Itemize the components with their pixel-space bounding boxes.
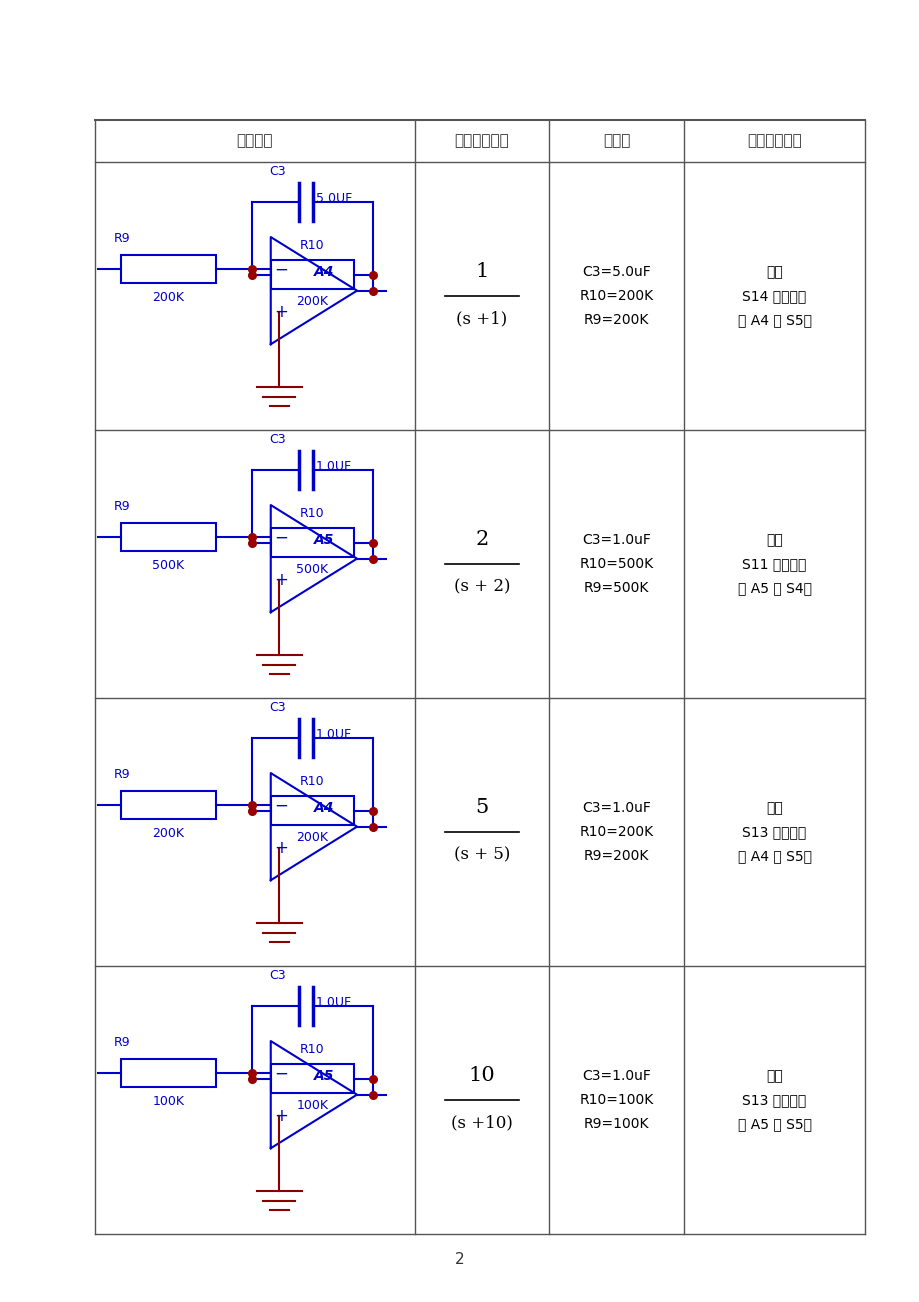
- Text: 1.0UF: 1.0UF: [316, 728, 352, 741]
- Text: 1.0UF: 1.0UF: [316, 996, 352, 1009]
- Text: S13 拨至开的: S13 拨至开的: [742, 1092, 806, 1107]
- Text: −: −: [274, 797, 288, 814]
- Text: 200K: 200K: [296, 831, 328, 844]
- Text: R10: R10: [300, 506, 324, 519]
- Text: 位置: 位置: [766, 1069, 782, 1083]
- Text: +: +: [274, 1107, 288, 1125]
- Text: 10: 10: [468, 1066, 494, 1086]
- Text: C3=1.0uF: C3=1.0uF: [582, 801, 651, 815]
- Text: −: −: [274, 1064, 288, 1082]
- Text: S14 拨至开的: S14 拨至开的: [742, 289, 806, 303]
- Text: C3=1.0uF: C3=1.0uF: [582, 533, 651, 547]
- Bar: [270, 260, 354, 289]
- Bar: [120, 255, 216, 283]
- Text: R10=200K: R10=200K: [579, 825, 653, 838]
- Text: 1.0UF: 1.0UF: [316, 460, 352, 473]
- Text: 500K: 500K: [296, 562, 328, 575]
- Text: R10: R10: [300, 1043, 324, 1056]
- Text: C3: C3: [269, 434, 286, 447]
- Text: 将 A5 的 S5、: 将 A5 的 S5、: [737, 1117, 811, 1131]
- Text: R9=100K: R9=100K: [584, 1117, 649, 1131]
- Text: 200K: 200K: [153, 292, 185, 305]
- Text: 1: 1: [475, 262, 488, 281]
- Text: +: +: [274, 303, 288, 322]
- Text: 200K: 200K: [153, 827, 185, 840]
- Text: A4: A4: [313, 801, 335, 815]
- Text: 100K: 100K: [296, 1099, 328, 1112]
- Text: 5.0UF: 5.0UF: [316, 191, 352, 204]
- Text: C3: C3: [269, 700, 286, 713]
- Text: A5: A5: [313, 533, 335, 547]
- Text: R9=200K: R9=200K: [584, 312, 649, 327]
- Text: 将 A4 的 S5、: 将 A4 的 S5、: [737, 312, 811, 327]
- Bar: [270, 527, 354, 557]
- Text: R10: R10: [300, 775, 324, 788]
- Text: (s +1): (s +1): [456, 311, 507, 328]
- Text: −: −: [274, 529, 288, 547]
- Text: R10=500K: R10=500K: [579, 557, 653, 572]
- Text: C3=1.0uF: C3=1.0uF: [582, 1069, 651, 1083]
- Text: R9: R9: [114, 232, 130, 245]
- Bar: [120, 523, 216, 551]
- Text: R9=500K: R9=500K: [584, 581, 649, 595]
- Text: (s + 2): (s + 2): [453, 579, 510, 596]
- Text: R10=200K: R10=200K: [579, 289, 653, 303]
- Bar: [270, 1064, 354, 1094]
- Text: 极点传递函数: 极点传递函数: [454, 134, 509, 148]
- Text: C3: C3: [269, 165, 286, 178]
- Text: 5: 5: [475, 798, 488, 818]
- Text: R9: R9: [114, 768, 130, 780]
- Text: 参数值: 参数值: [602, 134, 630, 148]
- Text: −: −: [274, 260, 288, 279]
- Text: 500K: 500K: [153, 559, 185, 572]
- Text: 200K: 200K: [296, 294, 328, 307]
- Text: S13 拨至开的: S13 拨至开的: [742, 825, 806, 838]
- Text: (s + 5): (s + 5): [453, 846, 509, 863]
- Text: A5: A5: [313, 1069, 335, 1083]
- Text: C3: C3: [269, 969, 286, 982]
- Text: 选择拨动开关: 选择拨动开关: [746, 134, 801, 148]
- Text: 2: 2: [455, 1253, 464, 1268]
- Text: +: +: [274, 572, 288, 589]
- Text: 2: 2: [475, 530, 488, 549]
- Bar: [120, 792, 216, 819]
- Text: 位置: 位置: [766, 264, 782, 279]
- Text: 将 A4 的 S5、: 将 A4 的 S5、: [737, 849, 811, 863]
- Text: A4: A4: [313, 264, 335, 279]
- Text: 极点环节: 极点环节: [236, 134, 273, 148]
- Text: C3=5.0uF: C3=5.0uF: [582, 264, 651, 279]
- Bar: [120, 1060, 216, 1087]
- Text: R9: R9: [114, 500, 130, 513]
- Text: R10=100K: R10=100K: [579, 1092, 653, 1107]
- Text: S11 拨至开的: S11 拨至开的: [742, 557, 806, 572]
- Text: R9: R9: [114, 1035, 130, 1048]
- Text: R10: R10: [300, 238, 324, 251]
- Text: 将 A5 的 S4、: 将 A5 的 S4、: [737, 581, 811, 595]
- Text: +: +: [274, 838, 288, 857]
- Text: (s +10): (s +10): [450, 1115, 512, 1131]
- Text: 位置: 位置: [766, 533, 782, 547]
- Text: 位置: 位置: [766, 801, 782, 815]
- Text: 100K: 100K: [153, 1095, 185, 1108]
- Bar: [270, 796, 354, 825]
- Text: R9=200K: R9=200K: [584, 849, 649, 863]
